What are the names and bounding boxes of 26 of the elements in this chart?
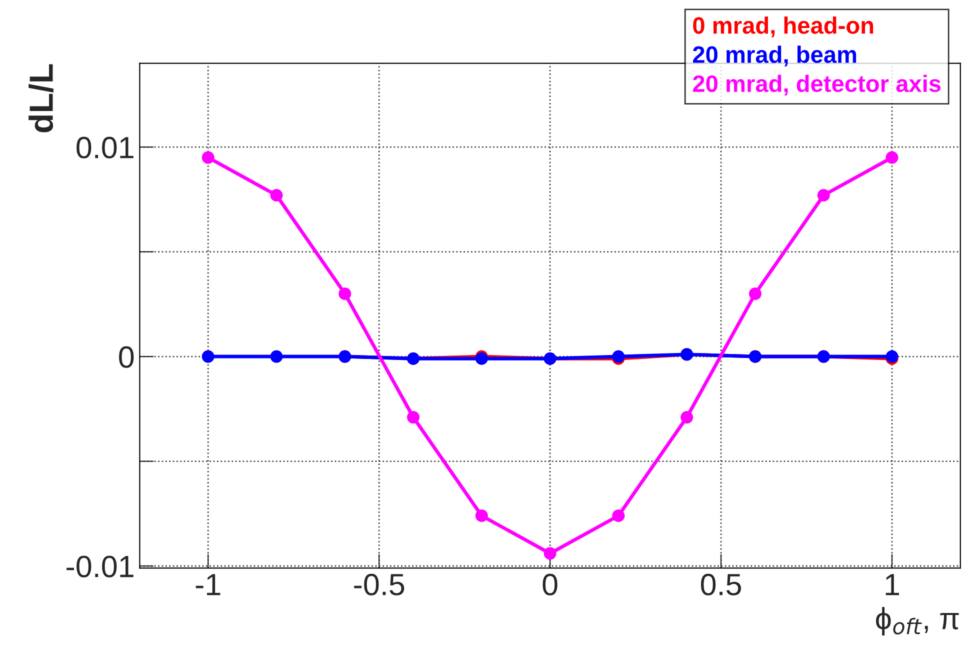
y-tick-label: 0.01 [76,136,134,158]
x-tick-label: -0.5 [354,574,404,596]
text: 20 mrad, beam [692,46,856,66]
point [338,287,352,300]
point [407,411,420,424]
point [748,287,762,300]
x-tick-label: 0.5 [700,574,741,596]
point [886,151,898,164]
x-tick-label: 0 [542,574,558,596]
x-tick-label: 1 [886,574,900,596]
point [270,188,283,202]
point [612,509,625,522]
y-tick-label: 0 [119,346,134,368]
y-axis-title: dL/L [28,64,54,132]
y-tick-label: -0.01 [66,556,134,578]
point [270,350,283,363]
x-tick-label: -1 [196,574,220,596]
point [475,509,488,522]
point [202,151,214,164]
x-axis-title: ϕ$_{oft}$, π [876,607,959,636]
text: 0 mrad, head-on [693,16,874,38]
point [680,411,694,424]
point [202,350,214,363]
point [817,188,830,202]
text: 20 mrad, detector axis [692,74,941,96]
point [544,547,556,560]
